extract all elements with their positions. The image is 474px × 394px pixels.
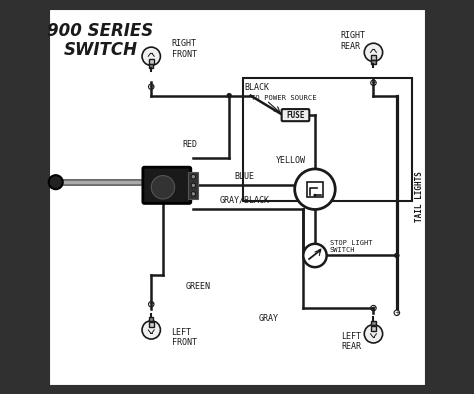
Text: 900 SERIES: 900 SERIES — [47, 22, 154, 39]
Circle shape — [364, 43, 383, 61]
Text: YELLOW: YELLOW — [276, 156, 306, 165]
Circle shape — [295, 169, 335, 210]
Circle shape — [313, 194, 317, 197]
Text: SWITCH: SWITCH — [64, 41, 137, 59]
Text: RED: RED — [182, 140, 198, 149]
Text: BLUE: BLUE — [235, 172, 255, 180]
FancyBboxPatch shape — [282, 109, 310, 121]
Text: RIGHT
REAR: RIGHT REAR — [340, 32, 365, 51]
Bar — [307, 182, 323, 197]
FancyBboxPatch shape — [44, 4, 430, 390]
Text: +: + — [371, 80, 376, 86]
Text: BLACK: BLACK — [244, 83, 269, 92]
Bar — [371, 60, 376, 64]
Circle shape — [303, 244, 327, 267]
Text: +: + — [394, 310, 400, 316]
Text: GRAY/BLACK: GRAY/BLACK — [220, 195, 270, 204]
Text: GRAY: GRAY — [258, 314, 278, 323]
Circle shape — [318, 249, 321, 252]
Text: TAIL LIGHTS: TAIL LIGHTS — [415, 171, 424, 223]
Bar — [149, 59, 154, 64]
Circle shape — [142, 321, 160, 339]
Circle shape — [364, 325, 383, 343]
Text: +: + — [371, 305, 376, 311]
Circle shape — [191, 183, 195, 188]
Circle shape — [151, 176, 174, 199]
Text: +: + — [148, 84, 154, 90]
Circle shape — [227, 93, 232, 98]
Text: TO POWER SOURCE: TO POWER SOURCE — [251, 95, 316, 100]
Circle shape — [49, 175, 63, 189]
Text: RIGHT
FRONT: RIGHT FRONT — [172, 39, 197, 59]
Circle shape — [191, 175, 195, 179]
Text: +: + — [148, 301, 154, 307]
Circle shape — [142, 47, 160, 65]
Bar — [149, 322, 154, 327]
Circle shape — [191, 192, 195, 196]
Circle shape — [394, 253, 400, 258]
Bar — [149, 317, 154, 321]
Text: LEFT
REAR: LEFT REAR — [341, 331, 362, 351]
Bar — [149, 64, 154, 68]
Bar — [188, 172, 198, 199]
Text: STOP LIGHT
SWITCH: STOP LIGHT SWITCH — [330, 240, 372, 253]
Text: LEFT
FRONT: LEFT FRONT — [172, 328, 197, 347]
Bar — [371, 326, 376, 331]
Bar — [371, 321, 376, 325]
Bar — [371, 56, 376, 60]
Text: FUSE: FUSE — [286, 111, 305, 120]
FancyBboxPatch shape — [143, 167, 191, 203]
Text: GREEN: GREEN — [185, 282, 210, 291]
Bar — [243, 78, 412, 201]
